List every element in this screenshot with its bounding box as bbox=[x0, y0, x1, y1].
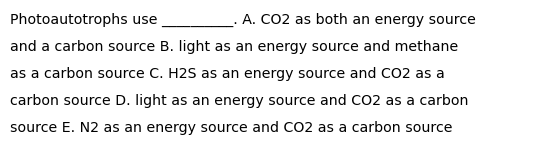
Text: and a carbon source B. light as an energy source and methane: and a carbon source B. light as an energ… bbox=[10, 40, 458, 54]
Text: source E. N2 as an energy source and CO2 as a carbon source: source E. N2 as an energy source and CO2… bbox=[10, 121, 453, 135]
Text: as a carbon source C. H2S as an energy source and CO2 as a: as a carbon source C. H2S as an energy s… bbox=[10, 67, 445, 81]
Text: Photoautotrophs use __________. A. CO2 as both an energy source: Photoautotrophs use __________. A. CO2 a… bbox=[10, 13, 476, 27]
Text: carbon source D. light as an energy source and CO2 as a carbon: carbon source D. light as an energy sour… bbox=[10, 94, 469, 108]
